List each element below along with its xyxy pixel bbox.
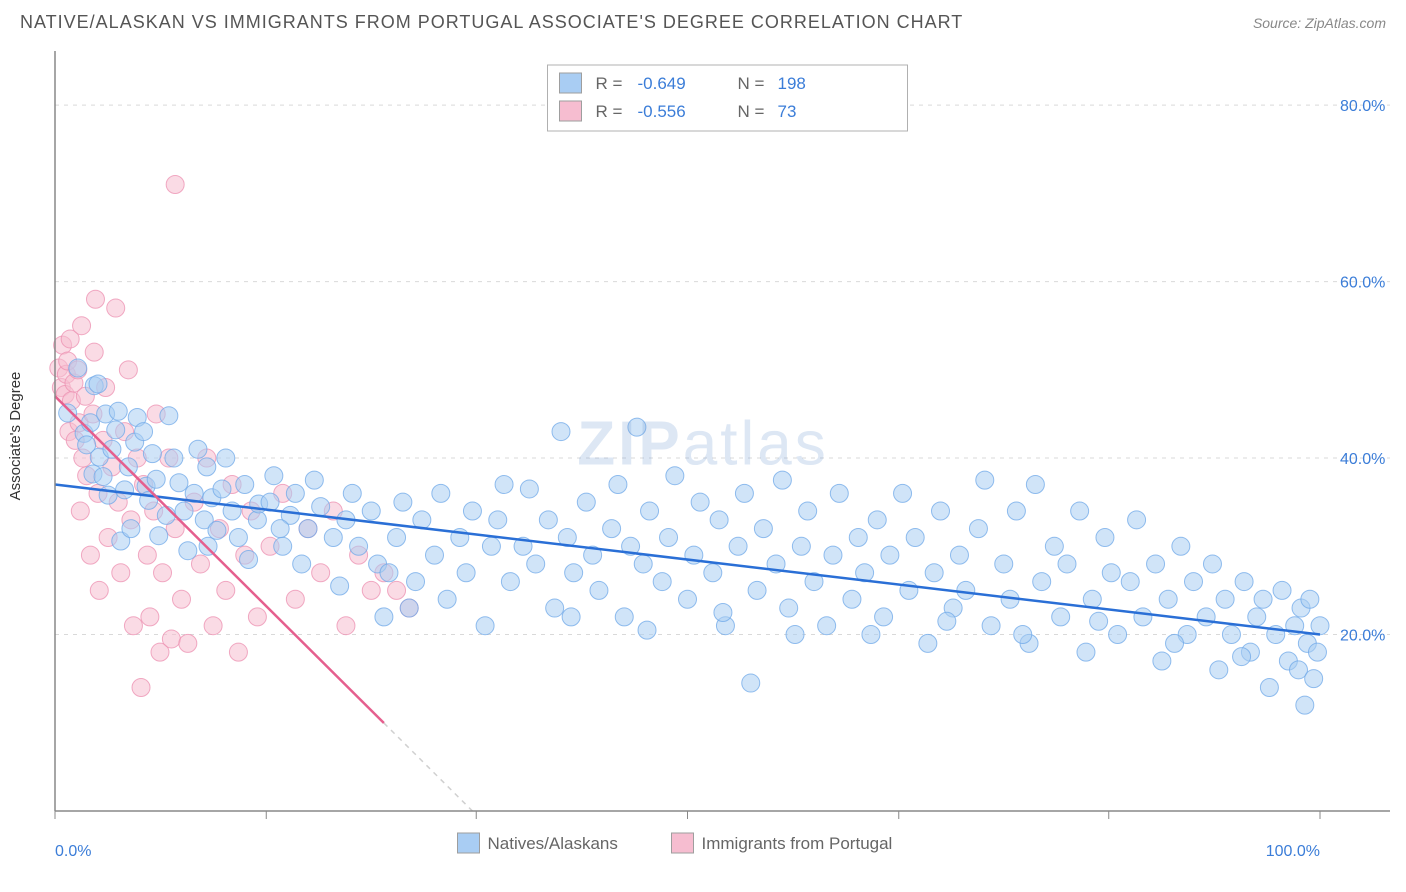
svg-text:100.0%: 100.0% (1266, 843, 1320, 860)
svg-text:Natives/Alaskans: Natives/Alaskans (488, 834, 618, 853)
svg-text:60.0%: 60.0% (1340, 275, 1385, 292)
chart-title: NATIVE/ALASKAN VS IMMIGRANTS FROM PORTUG… (20, 12, 963, 33)
svg-text:198: 198 (778, 74, 806, 93)
svg-text:0.0%: 0.0% (55, 843, 91, 860)
svg-text:-0.649: -0.649 (638, 74, 686, 93)
svg-text:80.0%: 80.0% (1340, 98, 1385, 115)
svg-text:Immigrants from Portugal: Immigrants from Portugal (702, 834, 893, 853)
svg-text:Associate's Degree: Associate's Degree (7, 372, 24, 501)
svg-text:R =: R = (596, 74, 623, 93)
svg-text:N =: N = (738, 102, 765, 121)
svg-text:20.0%: 20.0% (1340, 628, 1385, 645)
svg-text:R =: R = (596, 102, 623, 121)
source-credit: Source: ZipAtlas.com (1253, 15, 1386, 31)
svg-text:73: 73 (778, 102, 797, 121)
chart-container: Associate's Degree 20.0% 40.0% 60.0% 80.0% 0.… (0, 41, 1406, 881)
svg-text:-0.556: -0.556 (638, 102, 686, 121)
svg-text:40.0%: 40.0% (1340, 451, 1385, 468)
svg-text:N =: N = (738, 74, 765, 93)
scatter-chart: Associate's Degree 20.0% 40.0% 60.0% 80.0% 0.… (0, 41, 1406, 881)
